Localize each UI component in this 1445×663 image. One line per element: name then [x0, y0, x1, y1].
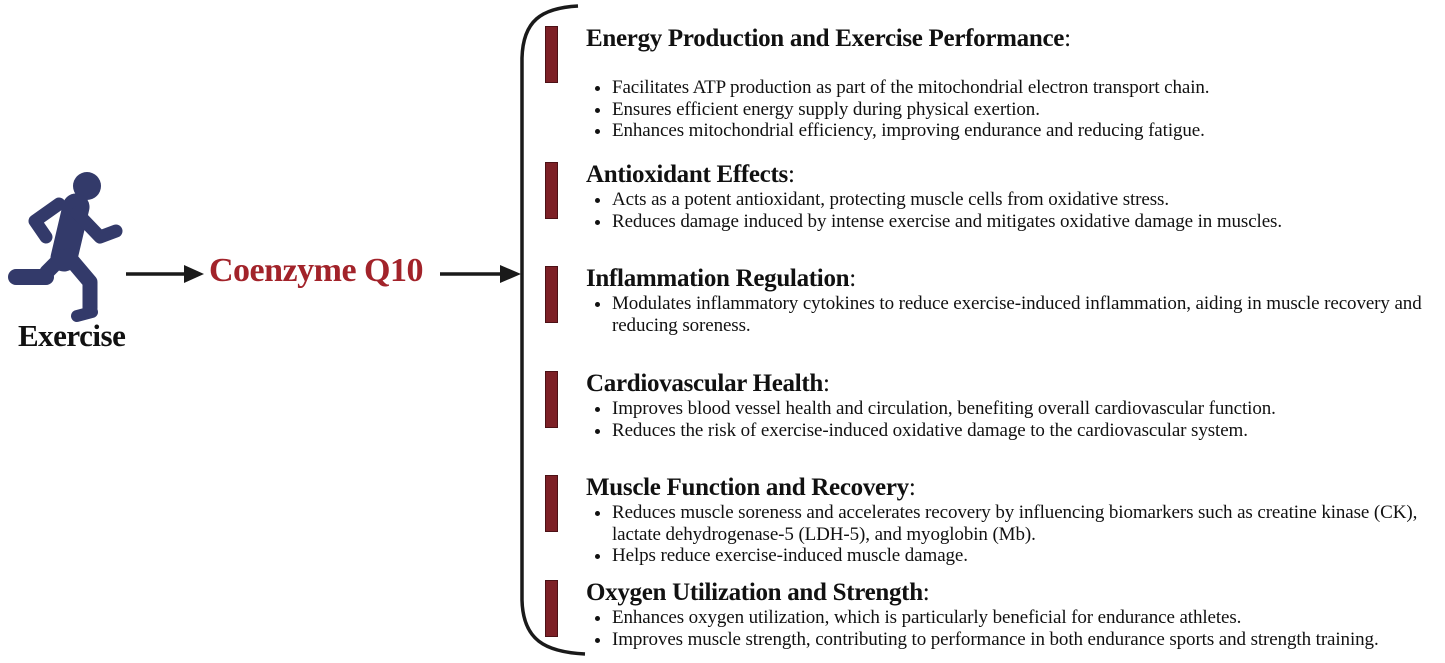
- section-content: Muscle Function and Recovery: Reduces mu…: [586, 474, 1443, 567]
- section-muscle-function-recovery: Muscle Function and Recovery: Reduces mu…: [545, 474, 1445, 567]
- coq10-node-label: Coenzyme Q10: [209, 252, 424, 289]
- section-accent-bar: [545, 266, 558, 323]
- bullet-item: Improves muscle strength, contributing t…: [612, 629, 1443, 651]
- runner-back-arm: [28, 197, 66, 244]
- bullet-item: Ensures efficient energy supply during p…: [612, 99, 1443, 121]
- section-title: Oxygen Utilization and Strength:: [586, 579, 930, 606]
- exercise-node-label: Exercise: [18, 318, 126, 353]
- bullet-item: Modulates inflammatory cytokines to redu…: [612, 293, 1443, 336]
- section-cardiovascular-health: Cardiovascular Health: Improves blood ve…: [545, 370, 1445, 441]
- runner-front-foot: [71, 306, 98, 322]
- runner-head: [73, 172, 101, 200]
- runner-back-thigh: [39, 249, 70, 280]
- section-content: Antioxidant Effects: Acts as a potent an…: [586, 161, 1443, 232]
- section-title: Muscle Function and Recovery:: [586, 474, 916, 501]
- section-content: Energy Production and Exercise Performan…: [586, 25, 1443, 142]
- section-title: Antioxidant Effects:: [586, 161, 795, 188]
- section-inflammation-regulation: Inflammation Regulation: Modulates infla…: [545, 265, 1445, 336]
- arrow-right-head: [500, 265, 521, 283]
- section-energy-production: Energy Production and Exercise Performan…: [545, 25, 1445, 142]
- bullet-item: Helps reduce exercise-induced muscle dam…: [612, 545, 1443, 567]
- section-accent-bar: [545, 580, 558, 637]
- bullet-item: Improves blood vessel health and circula…: [612, 398, 1443, 420]
- section-title: Cardiovascular Health:: [586, 370, 830, 397]
- bullet-list: Facilitates ATP production as part of th…: [586, 77, 1443, 142]
- section-accent-bar: [545, 26, 558, 83]
- section-content: Cardiovascular Health: Improves blood ve…: [586, 370, 1443, 441]
- section-title: Energy Production and Exercise Performan…: [586, 25, 1071, 52]
- runner-front-arm: [70, 206, 123, 244]
- bullet-list: Modulates inflammatory cytokines to redu…: [586, 293, 1443, 336]
- section-accent-bar: [545, 162, 558, 219]
- section-accent-bar: [545, 475, 558, 532]
- section-content: Inflammation Regulation: Modulates infla…: [586, 265, 1443, 336]
- bullet-list: Reduces muscle soreness and accelerates …: [586, 502, 1443, 567]
- section-antioxidant-effects: Antioxidant Effects: Acts as a potent an…: [545, 161, 1445, 232]
- bullet-item: Reduces muscle soreness and accelerates …: [612, 502, 1443, 545]
- runner-icon: [8, 172, 123, 322]
- bullet-item: Reduces damage induced by intense exerci…: [612, 211, 1443, 233]
- section-accent-bar: [545, 371, 558, 428]
- section-oxygen-utilization-strength: Oxygen Utilization and Strength: Enhance…: [545, 579, 1445, 650]
- bullet-item: Facilitates ATP production as part of th…: [612, 77, 1443, 99]
- section-title: Inflammation Regulation:: [586, 265, 856, 292]
- bullet-item: Enhances mitochondrial efficiency, impro…: [612, 120, 1443, 142]
- section-content: Oxygen Utilization and Strength: Enhance…: [586, 579, 1443, 650]
- bullet-list: Improves blood vessel health and circula…: [586, 398, 1443, 441]
- runner-front-leg: [60, 248, 98, 316]
- bullet-list: Enhances oxygen utilization, which is pa…: [586, 607, 1443, 650]
- bullet-list: Acts as a potent antioxidant, protecting…: [586, 189, 1443, 232]
- arrow-right-head: [184, 265, 204, 283]
- bullet-item: Reduces the risk of exercise-induced oxi…: [612, 420, 1443, 442]
- bullet-item: Enhances oxygen utilization, which is pa…: [612, 607, 1443, 629]
- bullet-item: Acts as a potent antioxidant, protecting…: [612, 189, 1443, 211]
